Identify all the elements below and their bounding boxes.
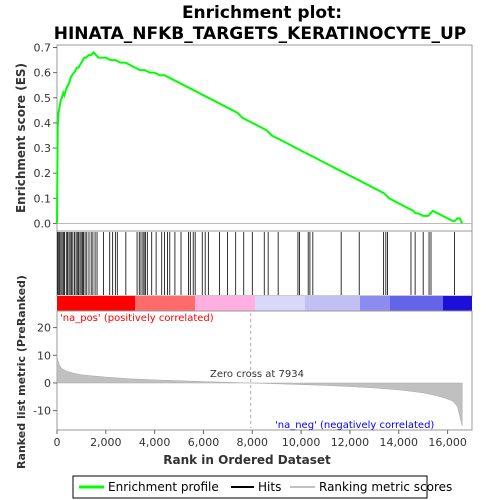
pos-label: 'na_pos' (positively correlated) — [60, 313, 214, 324]
color-bar-segment — [443, 296, 472, 311]
rank-y-tick-label: -10 — [33, 405, 51, 418]
es-y-axis-label: Enrichment score (ES) — [14, 63, 28, 213]
es-y-tick-label: 0.1 — [34, 192, 52, 205]
es-panel-frame — [56, 44, 473, 232]
es-y-tick-label: 0.7 — [34, 42, 52, 55]
color-bar-segment — [360, 296, 390, 311]
color-bar-segment — [57, 296, 135, 311]
x-axis-label: Rank in Ordered Dataset — [163, 453, 331, 467]
rank-y-tick-label: 20 — [37, 322, 51, 335]
x-tick-label: 12,000 — [331, 436, 370, 449]
es-y-tick-label: 0.2 — [34, 167, 52, 180]
es-y-tick-label: 0.4 — [34, 117, 52, 130]
es-y-tick-label: 0.3 — [34, 142, 52, 155]
hits-panel — [56, 230, 473, 297]
chart-title-line2: HINATA_NFKB_TARGETS_KERATINOCYTE_UP — [54, 24, 467, 44]
ranked-metric-panel: -10 0 10 20 'na_pos' (positively correlated… — [15, 275, 473, 469]
es-panel: 0.0 0.1 0.2 0.3 0.4 0.5 0.6 0.7 Enrichment scor… — [14, 42, 473, 232]
neg-label: 'na_neg' (negatively correlated) — [275, 420, 434, 431]
zero-cross-label: Zero cross at 7934 — [210, 369, 304, 380]
enrichment-profile-line — [56, 51, 464, 224]
chart-title-line1: Enrichment plot: — [182, 3, 342, 23]
x-tick-label: 10,000 — [282, 436, 321, 449]
rank-color-bar — [57, 296, 472, 311]
legend-label-enrichment: Enrichment profile — [108, 480, 219, 494]
es-y-tick-label: 0.5 — [34, 92, 52, 105]
color-bar-segment — [195, 296, 255, 311]
color-bar-segment — [305, 296, 360, 311]
x-tick-label: 4,000 — [139, 436, 171, 449]
rank-y-axis-label: Ranked list metric (PreRanked) — [15, 275, 28, 469]
es-y-ticks: 0.0 0.1 0.2 0.3 0.4 0.5 0.6 0.7 — [34, 42, 57, 230]
es-y-tick-label: 0.6 — [34, 67, 52, 80]
hit-lines — [57, 232, 455, 295]
legend: Enrichment profile Hits Ranking metric s… — [72, 475, 452, 499]
rank-y-tick-label: 10 — [37, 349, 51, 362]
x-tick-label: 0 — [54, 436, 61, 449]
x-tick-label: 16,000 — [428, 436, 467, 449]
color-bar-segment — [135, 296, 195, 311]
rank-y-tick-label: 0 — [44, 377, 51, 390]
x-ticks: 0 2,000 4,000 6,000 8,000 10,000 12,000 14,000 1… — [54, 430, 467, 449]
legend-label-ranking: Ranking metric scores — [319, 480, 452, 494]
x-tick-label: 14,000 — [380, 436, 419, 449]
x-tick-label: 8,000 — [237, 436, 269, 449]
legend-label-hits: Hits — [258, 480, 281, 494]
x-tick-label: 2,000 — [90, 436, 122, 449]
ranked-panel-frame — [56, 310, 473, 431]
color-bar-segment — [390, 296, 443, 311]
color-bar-segment — [255, 296, 305, 311]
rank-y-ticks: -10 0 10 20 — [33, 322, 57, 418]
x-tick-label: 6,000 — [188, 436, 220, 449]
ranking-metric-area — [56, 353, 463, 426]
es-y-tick-label: 0.0 — [34, 217, 52, 230]
